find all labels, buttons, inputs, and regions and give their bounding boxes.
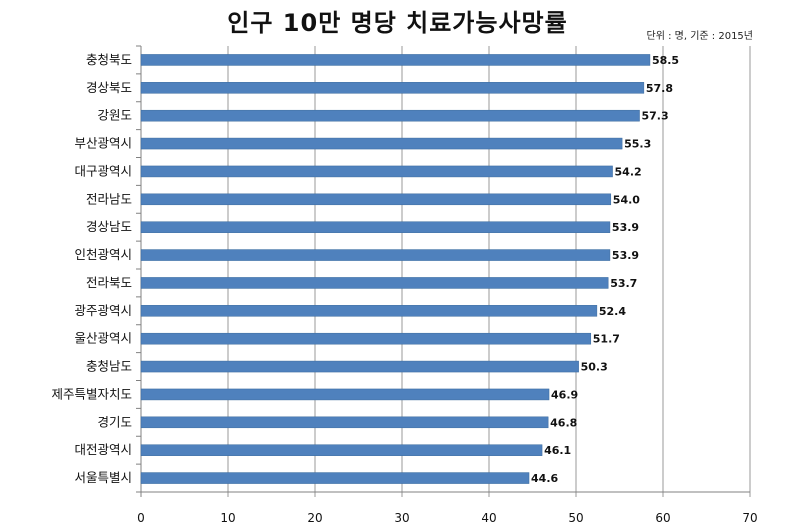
category-label: 경기도 xyxy=(97,414,132,429)
bar xyxy=(140,193,612,206)
category-label: 대구광역시 xyxy=(74,163,132,178)
x-tick-label: 10 xyxy=(220,511,235,525)
category-label: 서울특별시 xyxy=(74,470,132,485)
x-tick-label: 70 xyxy=(742,511,757,525)
bar xyxy=(140,444,543,456)
data-label: 54.0 xyxy=(613,193,640,206)
bar xyxy=(140,472,530,484)
data-label: 53.7 xyxy=(610,277,637,290)
data-label: 57.8 xyxy=(646,82,673,95)
category-label: 강원도 xyxy=(97,108,132,123)
bar xyxy=(140,388,550,401)
data-label: 46.8 xyxy=(550,416,577,429)
bar xyxy=(140,165,613,178)
category-label: 광주광역시 xyxy=(74,303,132,318)
x-tick-label: 0 xyxy=(137,511,145,525)
data-label: 51.7 xyxy=(593,333,620,346)
data-label: 50.3 xyxy=(581,361,608,374)
bar xyxy=(140,249,611,261)
chart-title: 인구 10만 명당 치료가능사망률 xyxy=(227,9,568,37)
category-label: 제주특별자치도 xyxy=(51,386,132,401)
category-label: 충청남도 xyxy=(86,359,132,374)
data-label: 58.5 xyxy=(652,54,679,67)
bar xyxy=(140,360,579,373)
bar xyxy=(140,137,623,150)
category-label: 울산광역시 xyxy=(74,331,132,346)
x-tick-label: 20 xyxy=(307,511,322,525)
data-label: 44.6 xyxy=(531,472,558,485)
x-tick-label: 60 xyxy=(655,511,670,525)
unit-note: 단위 : 명, 기준 : 2015년 xyxy=(646,31,753,42)
category-label: 경상북도 xyxy=(86,80,132,95)
bar xyxy=(140,54,651,66)
category-label: 전라북도 xyxy=(86,275,132,290)
data-label: 54.2 xyxy=(615,165,642,178)
category-label: 부산광역시 xyxy=(74,136,132,151)
data-label: 57.3 xyxy=(642,110,669,123)
category-label: 대전광역시 xyxy=(74,442,132,457)
data-label: 55.3 xyxy=(624,138,651,151)
x-tick-label: 50 xyxy=(568,511,583,525)
bar xyxy=(140,82,645,94)
bar xyxy=(140,277,609,289)
bar xyxy=(140,221,611,233)
category-label: 충청북도 xyxy=(86,52,132,67)
data-label: 53.9 xyxy=(612,221,639,234)
category-label: 경상남도 xyxy=(86,219,132,234)
bar xyxy=(140,305,598,317)
data-label: 53.9 xyxy=(612,249,639,262)
data-label: 46.1 xyxy=(544,444,571,457)
x-tick-label: 30 xyxy=(394,511,409,525)
bar xyxy=(140,332,592,345)
bar xyxy=(140,109,640,122)
category-label: 인천광역시 xyxy=(74,247,132,262)
bar xyxy=(140,416,549,429)
data-label: 46.9 xyxy=(551,388,578,401)
data-label: 52.4 xyxy=(599,305,626,318)
x-tick-label: 40 xyxy=(481,511,496,525)
category-label: 전라남도 xyxy=(86,191,132,206)
